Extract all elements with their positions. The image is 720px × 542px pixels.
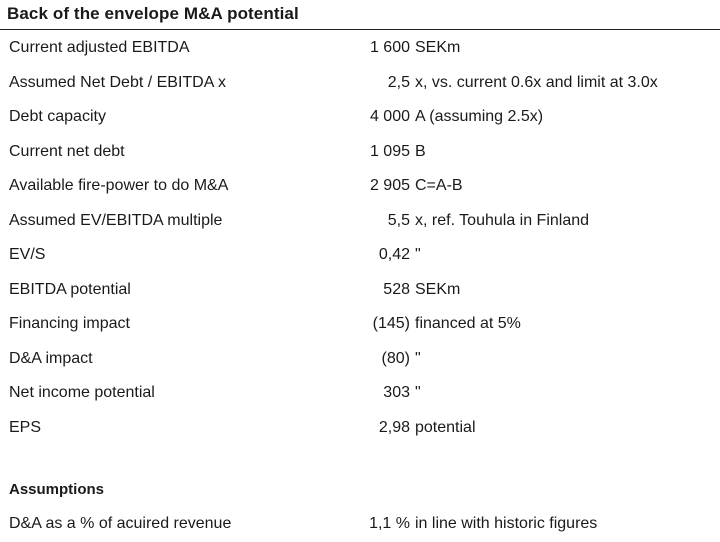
row-value: 1,1 %: [369, 515, 410, 533]
assumptions-title: Assumptions: [9, 481, 105, 498]
row-label: D&A as a % of acuired revenue: [9, 515, 232, 533]
assumptions-section: Assumptions D&A as a % of acuired revenu…: [0, 473, 720, 542]
table-row: Assumed Net Debt / EBITDA x 2,5 x, vs. c…: [0, 66, 720, 101]
table-row: Financing impact (145) financed at 5%: [0, 307, 720, 342]
table-row: EV/S 0,42 ": [0, 238, 720, 273]
row-note: ": [415, 349, 421, 367]
row-value: 5,5: [387, 211, 410, 229]
table-row: EPS 2,98 potential: [0, 411, 720, 446]
row-value: 1 600: [369, 39, 410, 57]
table-row: EBITDA potential 528 SEKm: [0, 273, 720, 308]
table-row: Net income potential 303 ": [0, 376, 720, 411]
row-label: Financing impact: [9, 315, 130, 333]
row-note: x, vs. current 0.6x and limit at 3.0x: [415, 73, 658, 91]
row-label: Available fire-power to do M&A: [9, 177, 229, 195]
row-note: B: [415, 142, 426, 160]
row-value: 303: [383, 384, 410, 402]
table-row: Current net debt 1 095 B: [0, 135, 720, 170]
row-label: D&A impact: [9, 349, 93, 367]
row-label: EPS: [9, 418, 42, 436]
row-label: Debt capacity: [9, 108, 106, 126]
row-note: financed at 5%: [415, 315, 521, 333]
row-note: C=A-B: [415, 177, 463, 195]
row-note: SEKm: [415, 280, 461, 298]
row-note: potential: [415, 418, 476, 436]
row-label: EV/S: [9, 246, 46, 264]
sheet-title: Back of the envelope M&A potential: [0, 0, 720, 30]
row-note: ": [415, 246, 421, 264]
row-label: Current adjusted EBITDA: [9, 39, 190, 57]
row-value: 1 095: [369, 142, 410, 160]
table-row: Debt capacity 4 000 A (assuming 2.5x): [0, 100, 720, 135]
row-value: 4 000: [369, 108, 410, 126]
table-row: Assumed EV/EBITDA multiple 5,5 x, ref. T…: [0, 204, 720, 239]
row-note: ": [415, 384, 421, 402]
section-spacer: [0, 445, 720, 473]
row-note: in line with historic figures: [415, 515, 598, 533]
row-label: Current net debt: [9, 142, 125, 160]
table-row: D&A as a % of acuired revenue 1,1 % in l…: [0, 507, 720, 542]
row-label: Assumed EV/EBITDA multiple: [9, 211, 223, 229]
main-table: Current adjusted EBITDA 1 600 SEKm Assum…: [0, 31, 720, 445]
row-note: A (assuming 2.5x): [415, 108, 544, 126]
row-value: 2,5: [387, 73, 410, 91]
row-value: 528: [383, 280, 410, 298]
row-value: 0,42: [378, 246, 410, 264]
row-label: Net income potential: [9, 384, 155, 402]
table-row: D&A impact (80) ": [0, 342, 720, 377]
row-label: EBITDA potential: [9, 280, 131, 298]
row-label: Assumed Net Debt / EBITDA x: [9, 73, 226, 91]
row-value: (145): [372, 315, 410, 333]
row-note: SEKm: [415, 39, 461, 57]
row-value: 2,98: [378, 418, 410, 436]
row-value: 2 905: [369, 177, 410, 195]
row-note: x, ref. Touhula in Finland: [415, 211, 590, 229]
row-value: (80): [381, 349, 410, 367]
table-row: Current adjusted EBITDA 1 600 SEKm: [0, 31, 720, 66]
table-row: Available fire-power to do M&A 2 905 C=A…: [0, 169, 720, 204]
